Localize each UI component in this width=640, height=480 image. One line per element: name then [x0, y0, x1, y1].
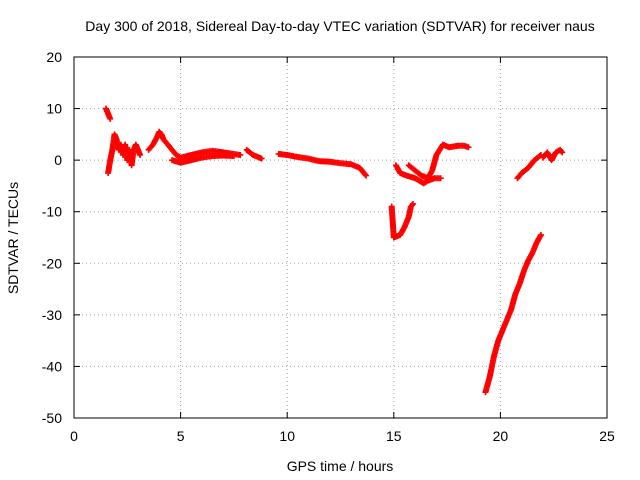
data-point: [258, 155, 265, 162]
data-point: [237, 151, 244, 158]
data-point: [107, 115, 114, 122]
data-points: [102, 105, 566, 396]
x-tick-label: 5: [177, 428, 185, 444]
y-axis-label: SDTVAR / TECUs: [5, 182, 21, 294]
data-point: [363, 172, 370, 179]
y-axis-ticks: -50 -40 -30 -20 -10 0 10 20: [42, 49, 607, 426]
y-tick-label: 20: [46, 49, 62, 65]
y-tick-label: 10: [46, 101, 62, 117]
data-point: [537, 231, 544, 238]
y-tick-label: -30: [42, 307, 62, 323]
data-point: [465, 144, 472, 151]
data-point: [559, 149, 566, 156]
x-axis-ticks: 0 5 10 15 20 25: [70, 57, 615, 444]
data-point: [437, 175, 444, 182]
y-tick-label: -20: [42, 255, 62, 271]
data-point: [137, 151, 144, 158]
y-tick-label: 0: [54, 152, 62, 168]
chart-title: Day 300 of 2018, Sidereal Day-to-day VTE…: [85, 18, 594, 34]
x-tick-label: 15: [386, 428, 402, 444]
y-tick-label: -40: [42, 358, 62, 374]
x-tick-label: 20: [493, 428, 509, 444]
y-tick-label: -10: [42, 204, 62, 220]
x-tick-label: 25: [599, 428, 615, 444]
grid-lines: [74, 57, 607, 418]
data-point: [230, 153, 237, 160]
plot-frame: [73, 56, 608, 419]
x-tick-label: 10: [279, 428, 295, 444]
data-point: [362, 171, 369, 178]
y-tick-label: -50: [42, 410, 62, 426]
data-point: [409, 200, 416, 207]
x-tick-label: 0: [70, 428, 78, 444]
x-axis-label: GPS time / hours: [287, 458, 394, 474]
